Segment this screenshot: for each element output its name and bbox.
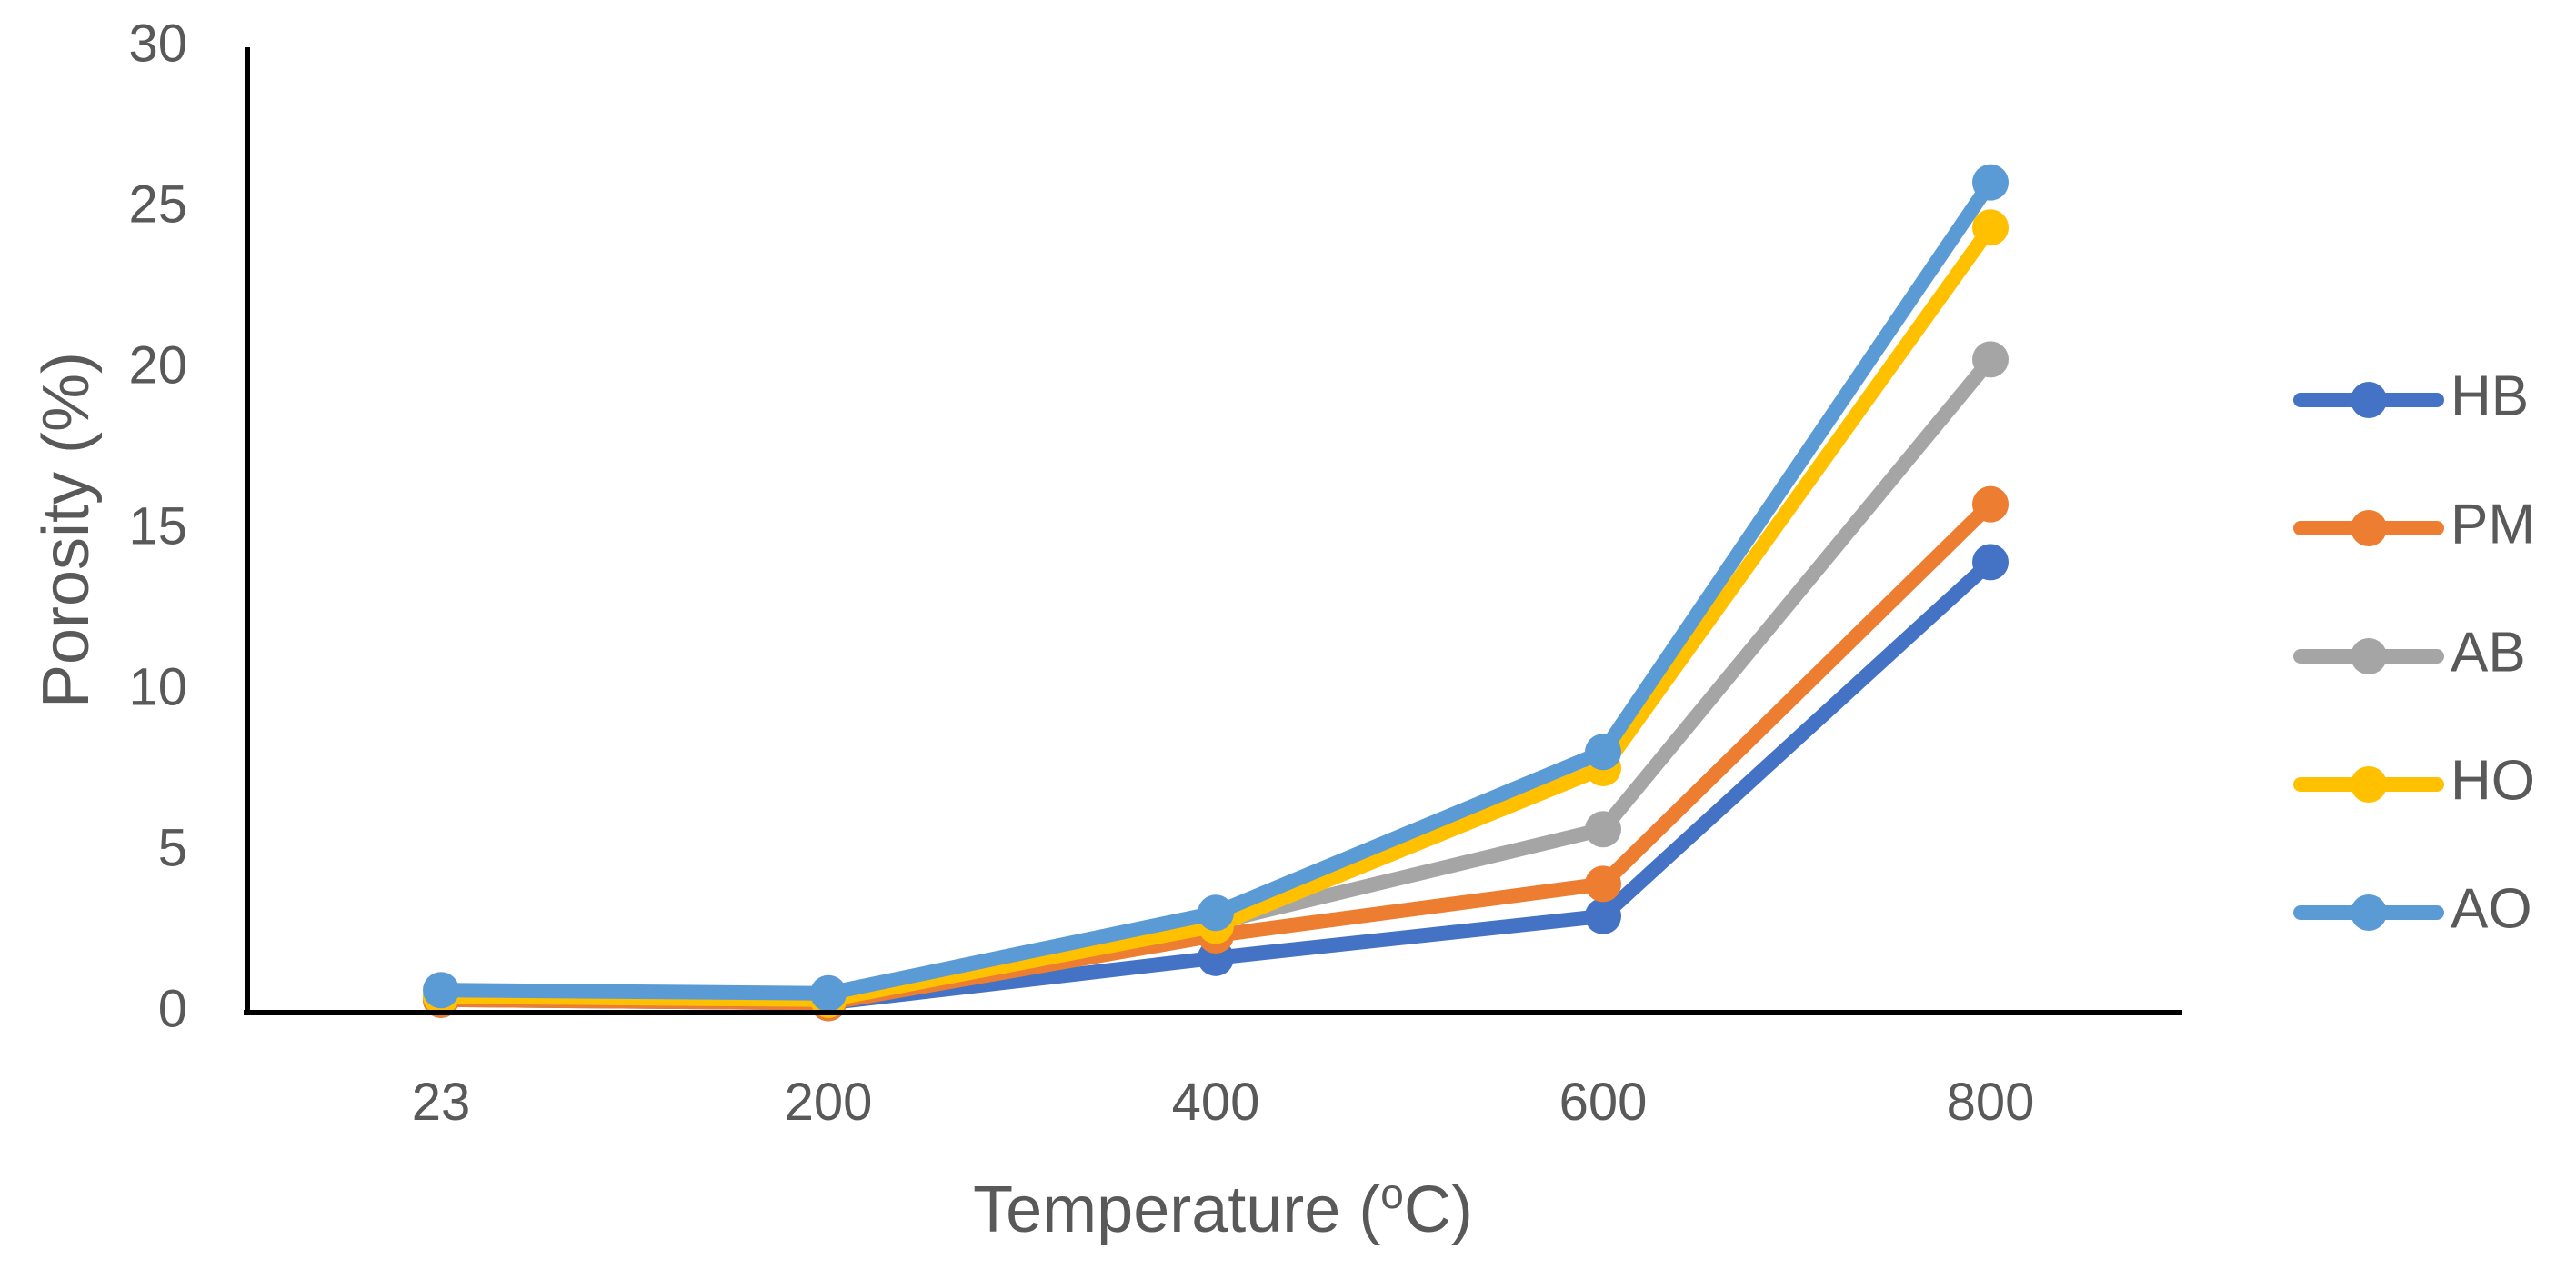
data-point-ao <box>1972 164 2009 201</box>
y-tick-labels: 0 5 10 15 20 25 30 <box>128 14 187 1038</box>
y-tick-label: 20 <box>128 335 187 395</box>
x-tick-label: 800 <box>1947 1073 2035 1132</box>
legend-item-hb: HB <box>2293 365 2529 427</box>
data-point-pm <box>1972 485 2009 523</box>
x-axis-title-main: Temperature ( <box>973 1174 1380 1246</box>
legend-swatch-marker <box>2350 638 2387 674</box>
x-axis-title: Temperature (oC) <box>973 1170 1473 1246</box>
legend-swatch-marker <box>2350 894 2387 931</box>
y-tick-label: 15 <box>128 496 187 555</box>
data-point-ao <box>1585 734 1621 771</box>
legend-label: AB <box>2451 621 2526 684</box>
x-axis-title-unit: C) <box>1404 1174 1473 1246</box>
x-tick-label: 400 <box>1172 1073 1260 1132</box>
data-point-pm <box>1585 865 1621 903</box>
series-line-ho <box>434 220 1998 1007</box>
data-point-ab <box>1972 341 2009 378</box>
series-line-ao <box>434 175 1998 1001</box>
y-tick-label: 10 <box>128 657 187 716</box>
y-axis-title: Porosity (%) <box>30 352 103 708</box>
plot-marks <box>423 164 2009 1022</box>
legend-label: PM <box>2451 493 2535 555</box>
data-point-ab <box>1585 811 1621 848</box>
x-tick-labels: 23 200 400 600 800 <box>412 1073 2035 1132</box>
data-point-hb <box>1972 544 2009 581</box>
legend-label: AO <box>2451 877 2532 940</box>
x-tick-label: 600 <box>1559 1073 1648 1132</box>
legend-item-ao: AO <box>2293 877 2532 940</box>
legend-swatch-marker <box>2350 766 2387 803</box>
legend-swatch-marker <box>2350 382 2387 418</box>
legend-swatch-marker <box>2350 510 2387 546</box>
legend-item-ho: HO <box>2293 749 2535 812</box>
data-point-ho <box>1972 209 2009 246</box>
y-tick-label: 0 <box>158 979 187 1038</box>
data-point-ao <box>1198 894 1234 932</box>
data-point-ao <box>810 974 847 1012</box>
legend: HB PM AB HO AO <box>2293 365 2535 940</box>
y-tick-label: 5 <box>158 818 187 877</box>
data-point-hb <box>1585 897 1621 934</box>
y-tick-label: 30 <box>128 14 187 73</box>
x-axis-title-superscript: o <box>1380 1170 1404 1217</box>
legend-item-ab: AB <box>2293 621 2526 684</box>
legend-label: HB <box>2451 365 2529 427</box>
data-point-ao <box>423 972 459 1009</box>
x-tick-label: 200 <box>785 1073 873 1132</box>
legend-item-pm: PM <box>2293 493 2535 555</box>
x-tick-label: 23 <box>412 1073 471 1132</box>
y-tick-label: 25 <box>128 175 187 234</box>
legend-label: HO <box>2451 749 2535 812</box>
